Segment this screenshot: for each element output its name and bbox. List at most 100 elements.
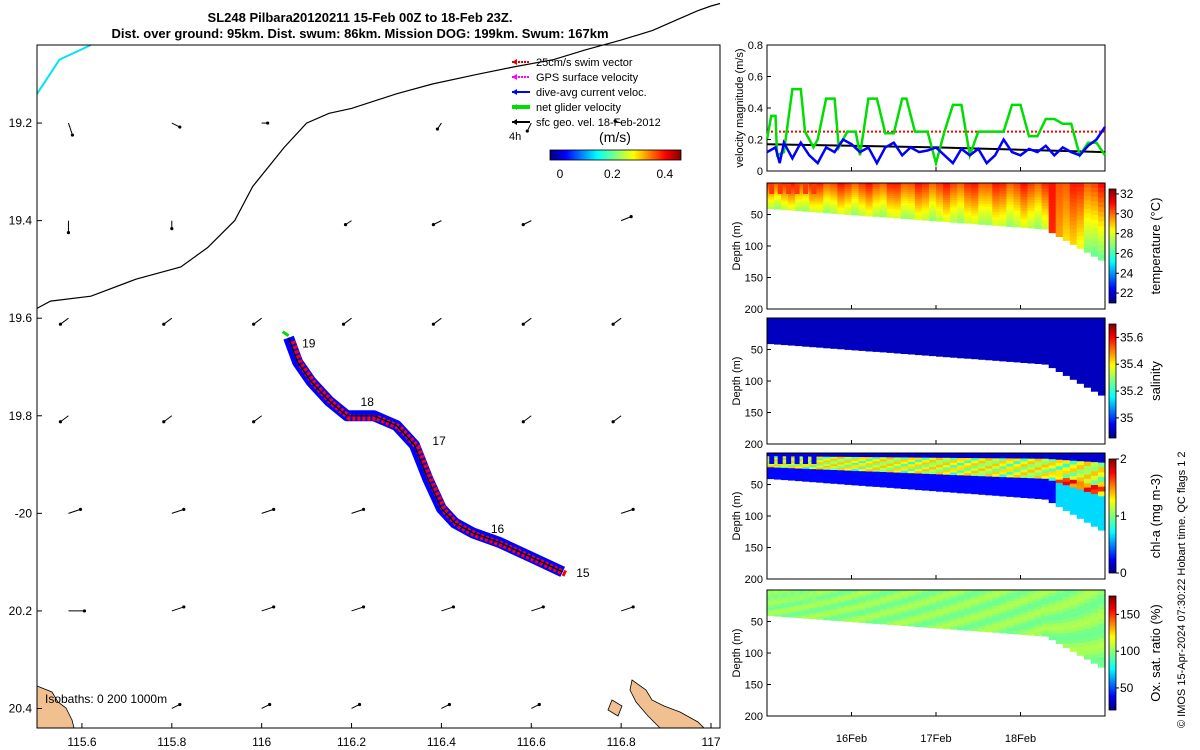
section-cell bbox=[950, 200, 958, 204]
section-cell bbox=[907, 198, 916, 202]
section-cell bbox=[788, 464, 796, 468]
section-cell bbox=[872, 332, 881, 336]
section-cell bbox=[936, 604, 944, 608]
section-cell bbox=[851, 460, 860, 464]
section-cell bbox=[936, 325, 944, 329]
section-cell bbox=[985, 351, 993, 356]
section-cell bbox=[1083, 243, 1092, 249]
section-cell bbox=[1013, 603, 1022, 607]
section-cell bbox=[781, 188, 789, 191]
section-cell bbox=[851, 472, 860, 476]
section-cell bbox=[816, 613, 824, 617]
section-cell bbox=[865, 201, 874, 205]
section-cell bbox=[999, 323, 1007, 327]
section-cell bbox=[929, 469, 937, 473]
section-cell bbox=[999, 199, 1007, 203]
section-cell bbox=[1006, 358, 1014, 362]
section-cell bbox=[844, 333, 853, 337]
section-cell bbox=[985, 185, 993, 189]
section-cell bbox=[1055, 630, 1064, 634]
section-cell bbox=[1034, 202, 1043, 207]
section-cell bbox=[816, 593, 824, 596]
section-cell bbox=[795, 608, 803, 612]
section-cell bbox=[943, 609, 951, 613]
section-cell bbox=[1055, 620, 1064, 624]
section-cell bbox=[957, 210, 965, 214]
section-cell bbox=[914, 619, 923, 623]
section-cell bbox=[851, 200, 860, 204]
section-cell bbox=[1006, 619, 1014, 624]
section-cell bbox=[929, 594, 937, 598]
section-cell bbox=[999, 336, 1007, 340]
section-cell bbox=[921, 329, 930, 333]
section-cell bbox=[1062, 485, 1071, 490]
section-cell bbox=[893, 483, 902, 487]
section-cell bbox=[1006, 461, 1014, 465]
section-cell bbox=[999, 606, 1007, 610]
section-cell bbox=[858, 459, 867, 462]
section-cell bbox=[865, 481, 874, 485]
section-cell bbox=[844, 455, 853, 458]
section-cell bbox=[886, 189, 895, 193]
section-cell bbox=[936, 483, 944, 487]
section-cell bbox=[978, 320, 986, 324]
section-cell bbox=[921, 324, 930, 328]
section-cell bbox=[816, 183, 824, 186]
section-cell bbox=[978, 491, 986, 495]
section-cell bbox=[943, 351, 951, 355]
section-cell bbox=[795, 603, 803, 607]
section-cell bbox=[914, 590, 923, 593]
section-cell bbox=[985, 481, 993, 485]
section-cell bbox=[816, 323, 824, 326]
section-cell bbox=[964, 340, 972, 344]
section-cell bbox=[1069, 209, 1078, 215]
section-cell bbox=[964, 220, 972, 224]
section-cell bbox=[1006, 328, 1014, 333]
section-cell bbox=[985, 626, 993, 630]
section-cell bbox=[830, 335, 838, 338]
section-cell bbox=[1055, 358, 1064, 362]
section-cell bbox=[929, 332, 937, 335]
section-cell bbox=[1020, 188, 1029, 192]
section-cell bbox=[921, 350, 930, 354]
section-cell bbox=[802, 474, 810, 477]
section-cell bbox=[858, 616, 867, 619]
section-cell bbox=[907, 349, 916, 353]
section-cell bbox=[781, 474, 789, 477]
section-cell bbox=[893, 324, 902, 328]
section-cell bbox=[943, 611, 951, 615]
section-cell bbox=[893, 618, 902, 622]
section-cell bbox=[1048, 614, 1057, 619]
section-cell bbox=[1055, 503, 1064, 507]
section-cell bbox=[936, 334, 944, 338]
section-cell bbox=[844, 325, 853, 329]
section-cell bbox=[1041, 613, 1050, 617]
section-cell bbox=[1076, 199, 1085, 204]
section-cell bbox=[774, 472, 782, 475]
section-cell bbox=[1020, 472, 1029, 476]
section-cell bbox=[907, 592, 916, 595]
section-cell bbox=[1062, 218, 1071, 223]
section-cell bbox=[830, 323, 838, 327]
section-cell bbox=[1062, 503, 1071, 508]
section-cell bbox=[1041, 481, 1050, 486]
section-cell bbox=[921, 620, 930, 623]
section-cell bbox=[1006, 453, 1014, 457]
section-cell bbox=[788, 196, 796, 199]
section-cell bbox=[865, 594, 874, 597]
section-cell bbox=[1034, 607, 1043, 611]
section-cell bbox=[767, 202, 775, 205]
section-cell bbox=[921, 622, 930, 626]
section-cell bbox=[900, 320, 909, 323]
section-cell bbox=[1083, 620, 1092, 626]
section-cell bbox=[1062, 321, 1071, 326]
section-cell bbox=[1006, 320, 1014, 324]
section-cell bbox=[992, 320, 1000, 324]
section-cell bbox=[999, 209, 1007, 213]
section-cell bbox=[936, 488, 944, 492]
section-cell bbox=[1055, 219, 1064, 224]
section-cell bbox=[823, 606, 831, 610]
section-cell bbox=[943, 214, 951, 218]
section-cell bbox=[781, 598, 789, 601]
